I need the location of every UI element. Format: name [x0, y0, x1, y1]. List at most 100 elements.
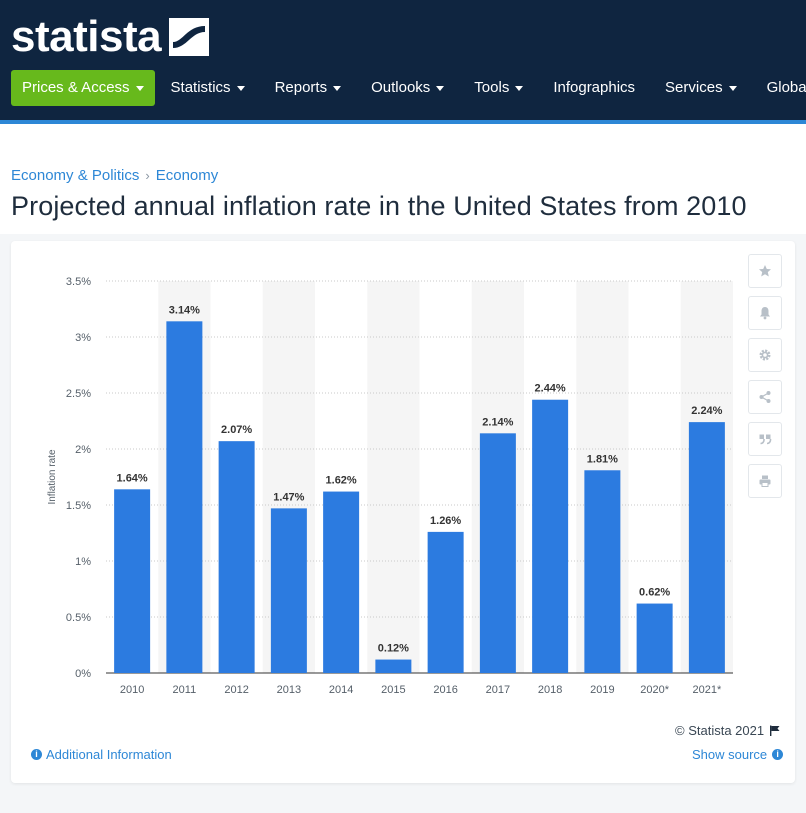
- bar-value-label: 1.64%: [117, 472, 148, 484]
- logo-text: statista: [11, 12, 162, 61]
- chart-toolbar: [748, 254, 784, 506]
- y-tick-label: 2%: [75, 444, 91, 456]
- bar-value-label: 2.44%: [535, 383, 566, 395]
- y-tick-label: 1%: [75, 556, 91, 568]
- nav-item-tools[interactable]: Tools: [462, 70, 535, 106]
- bar: [114, 489, 151, 673]
- y-tick-label: 3%: [75, 332, 91, 344]
- nav-item-statistics[interactable]: Statistics: [159, 70, 257, 106]
- header-accent-bar: [0, 120, 806, 124]
- print-button[interactable]: [748, 464, 782, 498]
- caret-down-icon: [333, 85, 342, 91]
- caret-down-icon: [135, 85, 144, 91]
- nav-item-global-surv[interactable]: Global Surv: [755, 70, 806, 106]
- caret-down-icon: [728, 85, 737, 91]
- additional-information-link[interactable]: i Additional Information: [31, 747, 172, 762]
- print-icon: [759, 475, 771, 487]
- bar: [584, 470, 621, 673]
- gear-icon: [759, 349, 771, 361]
- additional-information-label: Additional Information: [46, 747, 172, 762]
- star-icon: [759, 265, 771, 277]
- bar-value-label: 0.62%: [639, 587, 670, 599]
- flag-icon[interactable]: [769, 725, 780, 736]
- y-tick-label: 0.5%: [66, 612, 91, 624]
- bar-value-label: 0.12%: [378, 643, 409, 655]
- column-shade: [367, 281, 420, 673]
- page-title: Projected annual inflation rate in the U…: [11, 191, 747, 221]
- x-tick-label: 2018: [538, 684, 562, 696]
- bar: [218, 441, 255, 673]
- nav-item-label: Outlooks: [371, 79, 431, 96]
- nav-item-label: Global Surv: [766, 79, 806, 96]
- breadcrumb-economy-politics[interactable]: Economy & Politics: [11, 167, 140, 184]
- x-tick-label: 2020*: [640, 684, 669, 696]
- y-tick-label: 0%: [75, 668, 91, 680]
- show-source-label: Show source: [692, 747, 768, 762]
- y-axis-title: Inflation rate: [47, 449, 58, 504]
- bar-value-label: 2.24%: [691, 405, 722, 417]
- bar: [323, 491, 360, 673]
- bar-value-label: 1.81%: [587, 453, 618, 465]
- info-icon: i: [31, 749, 42, 760]
- caret-down-icon: [436, 85, 445, 91]
- bar-value-label: 3.14%: [169, 304, 200, 316]
- bar: [688, 422, 725, 673]
- nav-item-label: Statistics: [170, 79, 231, 96]
- x-tick-label: 2021*: [692, 684, 721, 696]
- bar-value-label: 1.62%: [326, 475, 357, 487]
- breadcrumb-separator-icon: ›: [145, 168, 150, 183]
- caret-down-icon: [515, 85, 524, 91]
- bar-value-label: 2.14%: [482, 416, 513, 428]
- x-tick-label: 2011: [173, 684, 197, 696]
- bar: [375, 659, 412, 673]
- bar-value-label: 1.47%: [273, 491, 304, 503]
- x-tick-label: 2014: [329, 684, 353, 696]
- show-source-link[interactable]: Show source i: [692, 747, 784, 762]
- breadcrumb-economy[interactable]: Economy: [155, 167, 219, 184]
- x-tick-label: 2016: [433, 684, 457, 696]
- nav-item-label: Infographics: [553, 79, 636, 96]
- statista-logo[interactable]: statista: [11, 12, 210, 61]
- bar: [532, 399, 569, 673]
- caret-down-icon: [236, 85, 245, 91]
- notification-button[interactable]: [748, 296, 782, 330]
- share-icon: [759, 391, 771, 403]
- bar: [270, 508, 307, 673]
- nav-item-label: Reports: [274, 79, 328, 96]
- x-tick-label: 2017: [486, 684, 510, 696]
- nav-item-label: Prices & Access: [22, 79, 130, 96]
- nav-item-label: Tools: [474, 79, 510, 96]
- bar: [166, 321, 203, 673]
- bar: [636, 603, 673, 673]
- nav-item-outlooks[interactable]: Outlooks: [359, 70, 456, 106]
- favorite-button[interactable]: [748, 254, 782, 288]
- bar: [427, 531, 464, 673]
- site-header: statista Prices & Access Statistics Report…: [0, 0, 806, 124]
- copyright-note: © Statista 2021: [675, 723, 780, 738]
- bar-value-label: 2.07%: [221, 424, 252, 436]
- x-tick-label: 2015: [381, 684, 405, 696]
- y-tick-label: 2.5%: [66, 388, 91, 400]
- share-button[interactable]: [748, 380, 782, 414]
- breadcrumb: Economy & Politics › Economy: [11, 167, 218, 184]
- bell-icon: [760, 307, 770, 320]
- main-nav: Prices & Access Statistics Reports Outlooks…: [11, 70, 806, 106]
- bar-value-label: 1.26%: [430, 515, 461, 527]
- cite-button[interactable]: [748, 422, 782, 456]
- nav-item-label: Services: [665, 79, 723, 96]
- nav-item-prices-access[interactable]: Prices & Access: [11, 70, 155, 106]
- bar: [479, 433, 516, 673]
- x-tick-label: 2019: [590, 684, 614, 696]
- nav-item-services[interactable]: Services: [653, 70, 749, 106]
- x-tick-label: 2013: [277, 684, 301, 696]
- nav-item-reports[interactable]: Reports: [263, 70, 354, 106]
- info-icon: i: [772, 749, 784, 760]
- logo-mark-icon: [169, 18, 210, 56]
- settings-button[interactable]: [748, 338, 782, 372]
- nav-item-infographics[interactable]: Infographics: [541, 70, 647, 106]
- y-tick-label: 1.5%: [66, 500, 91, 512]
- x-tick-label: 2012: [224, 684, 248, 696]
- x-tick-label: 2010: [120, 684, 144, 696]
- y-tick-label: 3.5%: [66, 276, 91, 288]
